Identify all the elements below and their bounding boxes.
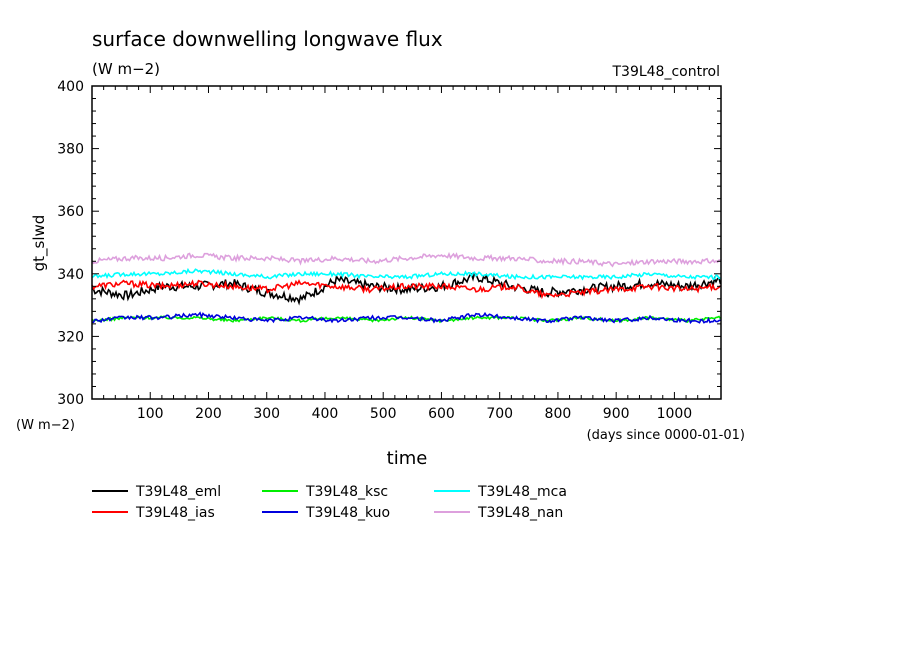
series-line-T39L48_nan (91, 251, 721, 268)
experiment-label: T39L48_control (611, 64, 720, 80)
x-tick-label: 900 (603, 406, 630, 422)
y-tick-label: 340 (57, 267, 84, 283)
series-line-T39L48_mca (91, 267, 721, 281)
y-tick-label: 380 (57, 142, 84, 158)
x-tick-label: 300 (253, 406, 280, 422)
x-tick-label: 400 (312, 406, 339, 422)
y-axis-units: (W m−2) (16, 418, 75, 433)
legend-label: T39L48_eml (135, 484, 221, 500)
legend-item-T39L48_eml: T39L48_eml (92, 484, 221, 500)
chart-units: (W m−2) (92, 60, 160, 78)
chart-title: surface downwelling longwave flux (92, 27, 443, 51)
series-line-T39L48_ksc (91, 315, 722, 324)
y-tick-label: 320 (57, 329, 84, 345)
series-layer (91, 251, 722, 325)
legend-label: T39L48_ksc (305, 484, 388, 500)
legend: T39L48_eml T39L48_ias T39L48_ksc T39L48_kuo… (92, 484, 567, 521)
x-tick-label: 1000 (657, 406, 693, 422)
series-line-T39L48_kuo (91, 311, 721, 325)
x-tick-label: 600 (428, 406, 455, 422)
x-tick-label: 700 (486, 406, 513, 422)
y-axis-label: gt_slwd (30, 215, 49, 272)
series-line-T39L48_ias (91, 279, 722, 300)
y-tick-label: 360 (57, 204, 84, 220)
legend-item-T39L48_mca: T39L48_mca (434, 484, 567, 500)
legend-item-T39L48_ksc: T39L48_ksc (262, 484, 388, 500)
y-tick-label: 400 (57, 79, 84, 95)
legend-item-T39L48_nan: T39L48_nan (434, 505, 563, 521)
legend-label: T39L48_kuo (305, 505, 390, 521)
legend-label: T39L48_nan (477, 505, 563, 521)
plot-frame (91, 85, 722, 400)
x-axis-units: (days since 0000-01-01) (587, 428, 745, 443)
legend-item-T39L48_kuo: T39L48_kuo (262, 505, 390, 521)
legend-label: T39L48_mca (477, 484, 567, 500)
x-tick-label: 100 (137, 406, 164, 422)
y-tick-label: 300 (57, 392, 84, 408)
x-tick-label: 500 (370, 406, 397, 422)
legend-label: T39L48_ias (135, 505, 215, 521)
legend-item-T39L48_ias: T39L48_ias (92, 505, 215, 521)
axes-layer: 100 200 300 400 500 600 700 800 900 1000 300 320 340… (57, 79, 721, 422)
x-tick-label: 200 (195, 406, 222, 422)
x-axis-label: time (387, 448, 428, 469)
x-tick-label: 800 (545, 406, 572, 422)
